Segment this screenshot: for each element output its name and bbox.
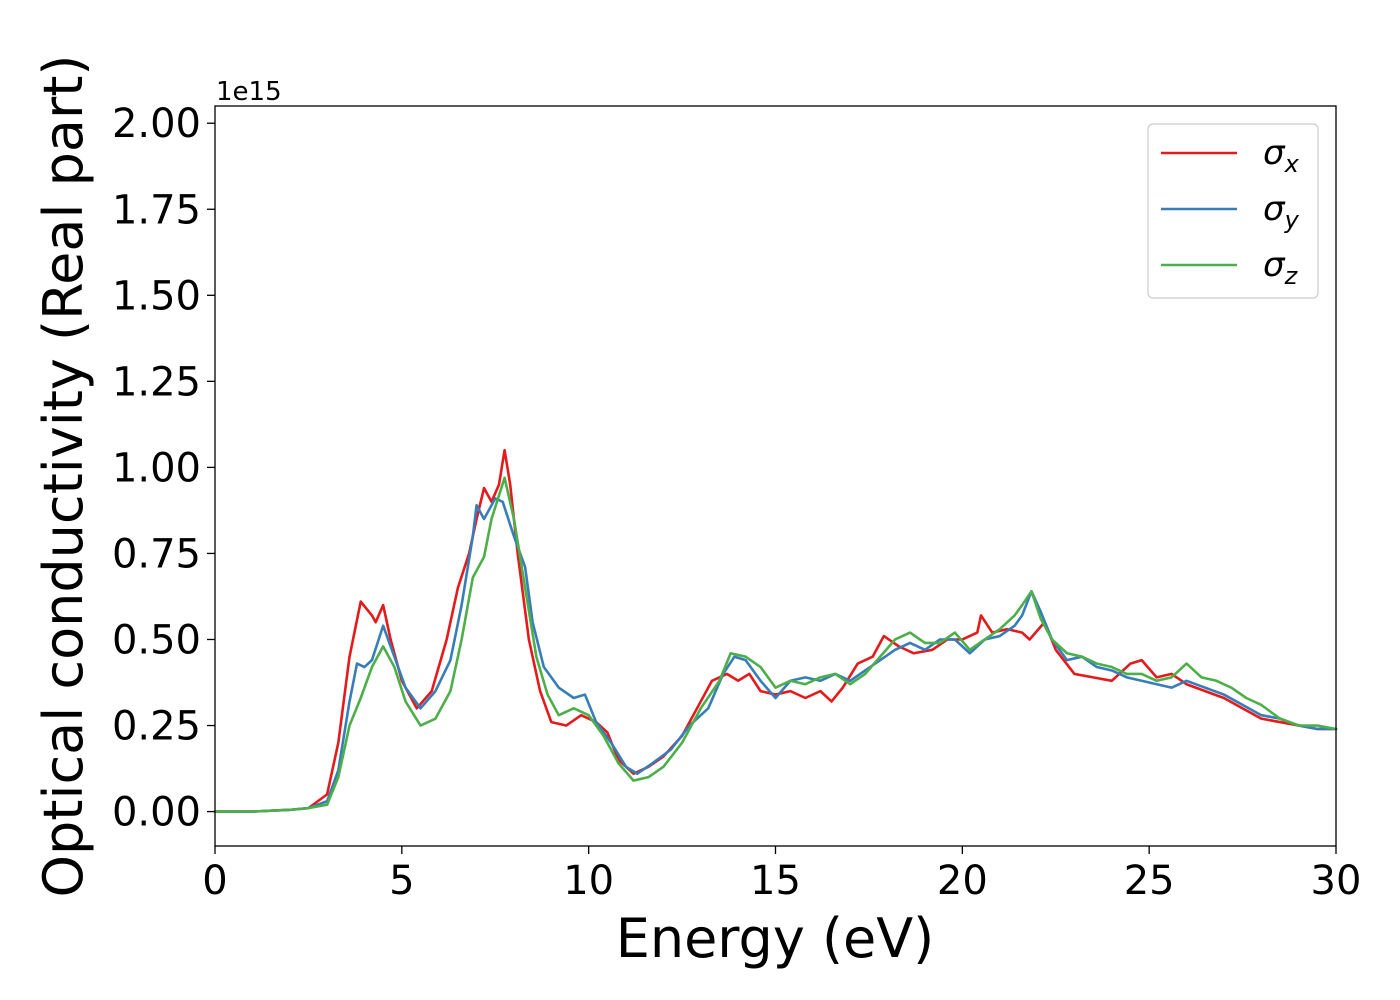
x-tick-label: 0 <box>202 858 227 904</box>
y-offset-label: 1e15 <box>216 77 282 107</box>
plot-frame <box>214 105 1337 847</box>
y-tick-label: 1.75 <box>112 187 201 233</box>
y-tick-label: 0.25 <box>112 704 201 750</box>
legend: σx σy σz <box>1147 123 1319 299</box>
y-tick-label: 2.00 <box>112 101 201 147</box>
plot-area <box>213 448 1338 813</box>
x-tick-label: 15 <box>750 858 801 904</box>
y-tick-label: 1.25 <box>112 359 201 405</box>
series-line-y <box>213 497 1338 813</box>
y-tick-label: 0.00 <box>112 790 201 836</box>
x-tick-label: 30 <box>1311 858 1362 904</box>
series-line-z <box>213 476 1338 813</box>
series-line-x <box>213 448 1338 813</box>
y-tick-label: 0.50 <box>112 617 201 663</box>
legend-box <box>1147 123 1319 299</box>
legend-label-y: σy <box>1263 189 1300 234</box>
legend-label-x: σx <box>1263 133 1300 178</box>
x-tick-label: 25 <box>1124 858 1175 904</box>
x-tick-label: 10 <box>563 858 614 904</box>
x-tick-label: 5 <box>389 858 414 904</box>
x-tick-label: 20 <box>937 858 988 904</box>
y-axis: 0.00 0.25 0.50 0.75 1.00 1.25 1.50 1.75 2.00 <box>112 101 215 836</box>
x-axis-label: Energy (eV) <box>616 907 935 970</box>
legend-label-z: σz <box>1263 245 1299 290</box>
y-tick-label: 0.75 <box>112 531 201 577</box>
x-axis: 0 5 10 15 20 25 30 <box>202 846 1361 904</box>
y-axis-label: Optical conductivity (Real part) <box>32 55 95 898</box>
y-tick-label: 1.00 <box>112 445 201 491</box>
y-tick-label: 1.50 <box>112 273 201 319</box>
